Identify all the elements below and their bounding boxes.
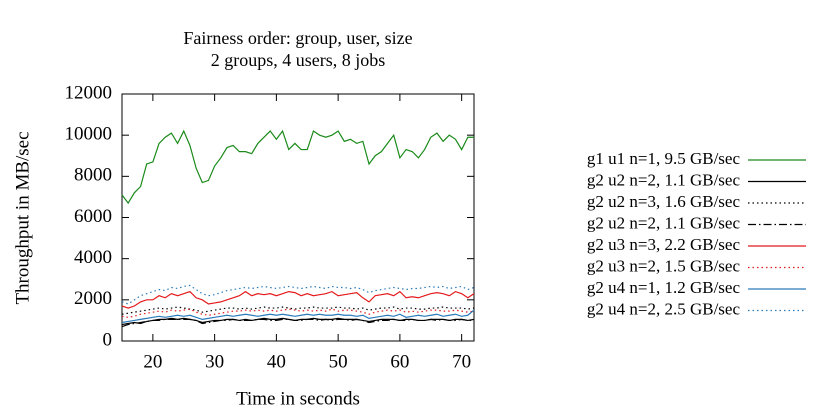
series-line: [121, 308, 475, 318]
chart-title: Fairness order: group, user, size: [183, 28, 412, 48]
x-tick-label: 40: [267, 351, 286, 372]
legend-label: g2 u3 n=2, 1.5 GB/sec: [587, 256, 741, 275]
legend-label: g2 u2 n=3, 1.6 GB/sec: [587, 192, 741, 211]
y-axis-label: Throughput in MB/sec: [12, 131, 33, 304]
legend-label: g2 u4 n=1, 1.2 GB/sec: [587, 278, 741, 297]
x-tick-label: 30: [205, 351, 224, 372]
y-tick-label: 6000: [74, 206, 112, 227]
chart-subtitle: 2 groups, 4 users, 8 jobs: [211, 50, 386, 70]
legend-label: g2 u3 n=3, 2.2 GB/sec: [587, 235, 741, 254]
series-line: [121, 309, 475, 324]
legend-label: g2 u4 n=2, 2.5 GB/sec: [587, 299, 741, 318]
y-tick-label: 0: [103, 329, 113, 350]
x-axis-label: Time in seconds: [236, 388, 360, 409]
y-tick-label: 12000: [65, 82, 113, 103]
legend-label: g2 u2 n=2, 1.1 GB/sec: [587, 170, 741, 189]
series-line: [121, 129, 474, 205]
x-tick-label: 20: [143, 351, 162, 372]
x-tick-label: 70: [452, 351, 471, 372]
series-line: [121, 284, 475, 305]
series-line: [121, 306, 475, 315]
y-tick-label: 2000: [74, 288, 112, 309]
y-tick-label: 10000: [65, 124, 113, 145]
legend-label: g1 u1 n=1, 9.5 GB/sec: [587, 149, 741, 168]
x-tick-label: 60: [390, 351, 409, 372]
series-line: [121, 290, 475, 309]
legend-label: g2 u2 n=2, 1.1 GB/sec: [587, 213, 741, 232]
plot-frame: [121, 93, 475, 342]
y-tick-label: 4000: [74, 247, 112, 268]
x-tick-label: 50: [329, 351, 348, 372]
series-line: [121, 318, 474, 328]
y-tick-label: 8000: [74, 165, 112, 186]
